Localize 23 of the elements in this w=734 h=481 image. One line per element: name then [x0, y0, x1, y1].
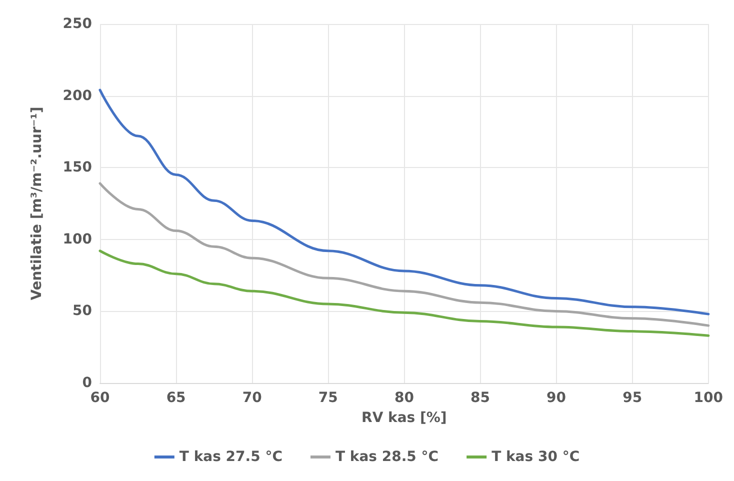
y-tick-label: 200 — [62, 88, 92, 104]
x-tick-label: 85 — [470, 390, 490, 406]
x-tick-label: 90 — [546, 390, 566, 406]
y-tick-label: 100 — [62, 231, 92, 248]
x-tick-label: 100 — [694, 390, 724, 406]
line-series — [98, 88, 710, 316]
y-tick-label: 50 — [72, 303, 92, 320]
x-tick-label: 70 — [242, 390, 262, 406]
line-series — [98, 250, 710, 337]
y-tick-label: 150 — [62, 160, 92, 176]
line-series — [98, 182, 710, 327]
legend-label: T kas 28.5 °C — [335, 449, 439, 465]
x-axis-title: RV kas [%] — [362, 410, 447, 426]
y-axis-title: Ventilatie [m³/m⁻².uur⁻¹] — [29, 106, 45, 300]
legend-label: T kas 30 °C — [492, 449, 580, 465]
x-tick-label: 60 — [90, 390, 110, 406]
y-tick-label: 0 — [82, 375, 92, 391]
y-tick-label: 250 — [62, 16, 92, 32]
x-tick-label: 75 — [318, 390, 338, 406]
legend-label: T kas 27.5 °C — [179, 449, 283, 465]
x-tick-label: 80 — [394, 390, 414, 406]
x-tick-label: 95 — [622, 390, 642, 406]
x-tick-label: 65 — [166, 390, 186, 406]
